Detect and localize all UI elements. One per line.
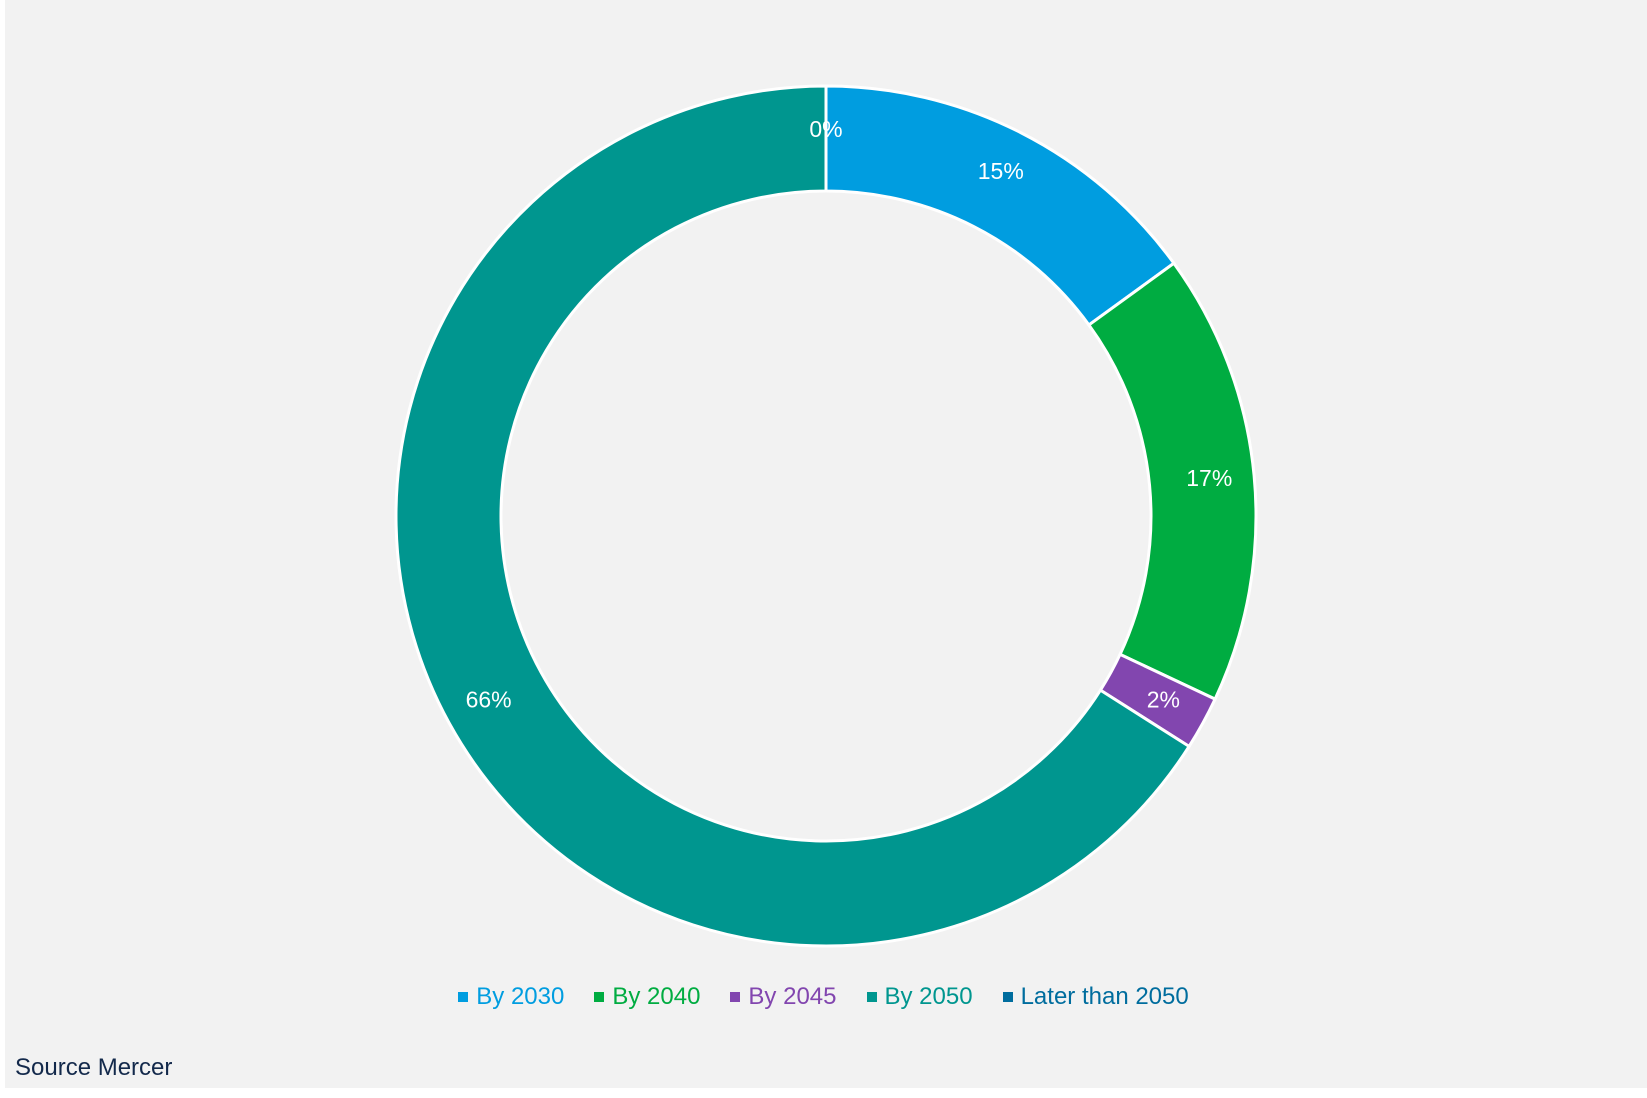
- chart-data-labels: 15% 17% 2% 66% 0%: [466, 116, 1233, 712]
- legend-swatch-icon: [730, 992, 741, 1002]
- data-label-by-2045: 2%: [1147, 687, 1180, 713]
- slice-by-2030: [824, 84, 1176, 328]
- chart-legend: By 2030 By 2040 By 2045 By 2050 Later than 2…: [0, 983, 1647, 1011]
- legend-swatch-icon: [1002, 992, 1013, 1002]
- source-note: Source Mercer: [15, 1054, 173, 1081]
- legend-swatch-icon: [594, 992, 605, 1002]
- data-label-by-2050: 66%: [466, 687, 512, 713]
- legend-item-by-2050: By 2050: [866, 983, 973, 1011]
- legend-item-by-2040: By 2040: [594, 983, 700, 1011]
- legend-item-by-2030: By 2030: [458, 983, 564, 1011]
- data-label-by-2040: 17%: [1186, 465, 1232, 491]
- legend-label: By 2050: [884, 983, 973, 1010]
- legend-label: Later than 2050: [1020, 983, 1189, 1010]
- slice-by-2050: [394, 84, 1192, 948]
- data-label-by-2030: 15%: [978, 158, 1024, 184]
- legend-swatch-icon: [866, 992, 877, 1002]
- legend-label: By 2030: [476, 983, 565, 1010]
- legend-swatch-icon: [458, 992, 469, 1002]
- data-label-later-than-2050: 0%: [809, 116, 842, 142]
- legend-item-by-2045: By 2045: [730, 983, 837, 1011]
- legend-label: By 2040: [612, 983, 701, 1010]
- legend-label: By 2045: [748, 983, 837, 1010]
- chart-slices: [394, 84, 1258, 948]
- legend-item-later-than-2050: Later than 2050: [1002, 983, 1189, 1011]
